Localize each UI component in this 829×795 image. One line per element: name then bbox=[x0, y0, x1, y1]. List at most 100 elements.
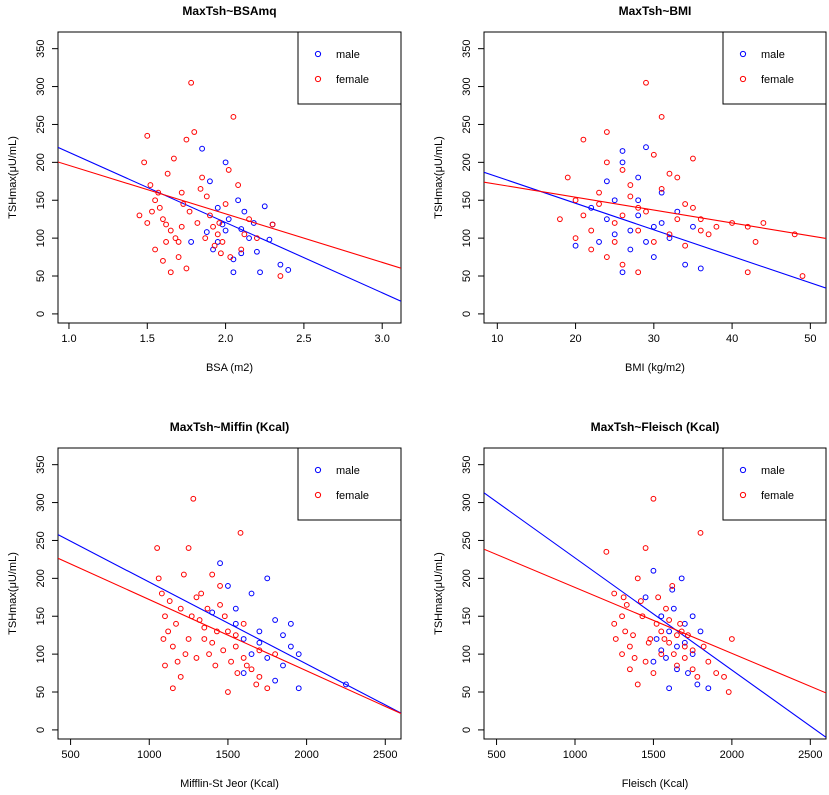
x-tick-label: 500 bbox=[61, 749, 79, 761]
female-point bbox=[160, 636, 167, 642]
plot-area bbox=[58, 495, 401, 715]
female-point bbox=[162, 613, 168, 620]
female-point bbox=[700, 643, 707, 650]
male-point bbox=[272, 617, 279, 623]
male-point bbox=[611, 231, 618, 238]
y-tick-label: 250 bbox=[35, 531, 47, 549]
y-axis-label: TSHmax(μU/mL) bbox=[7, 136, 19, 219]
chart-title: MaxTsh~BMI bbox=[619, 4, 692, 18]
female-point bbox=[663, 605, 669, 612]
female-regression-line bbox=[484, 181, 826, 239]
female-point bbox=[637, 598, 644, 604]
female-point bbox=[241, 231, 248, 238]
y-tick-label: 150 bbox=[461, 607, 473, 625]
female-point bbox=[165, 628, 172, 635]
female-point bbox=[185, 636, 192, 642]
female-point bbox=[674, 174, 681, 181]
chart-title: MaxTsh~BSAmq bbox=[182, 4, 276, 18]
female-point bbox=[191, 129, 198, 135]
female-regression-line bbox=[58, 557, 401, 715]
female-point bbox=[209, 571, 216, 578]
y-tick-label: 100 bbox=[35, 645, 47, 663]
female-point bbox=[658, 113, 665, 120]
female-point bbox=[564, 174, 571, 181]
female-point bbox=[689, 647, 696, 654]
female-point bbox=[620, 594, 627, 601]
female-point bbox=[674, 632, 680, 639]
female-point bbox=[210, 223, 216, 230]
female-point bbox=[156, 204, 163, 211]
female-legend-symbol bbox=[739, 75, 747, 83]
female-point bbox=[642, 545, 649, 551]
female-point bbox=[225, 628, 231, 635]
male-point bbox=[690, 223, 696, 230]
female-regression-line bbox=[58, 161, 401, 269]
female-point bbox=[182, 651, 189, 658]
male-point bbox=[240, 636, 247, 642]
male-point bbox=[225, 216, 232, 223]
male-point bbox=[256, 628, 263, 635]
male-point bbox=[203, 229, 210, 235]
male-point bbox=[650, 223, 657, 230]
female-point bbox=[661, 636, 668, 642]
male-point bbox=[280, 632, 286, 639]
male-point bbox=[295, 685, 302, 692]
female-point bbox=[580, 212, 587, 219]
female-point bbox=[666, 639, 673, 646]
male-legend-label: male bbox=[761, 49, 785, 61]
female-point bbox=[201, 636, 208, 642]
male-point bbox=[689, 651, 696, 658]
x-tick-label: 1.0 bbox=[61, 333, 76, 345]
female-point bbox=[682, 201, 689, 207]
female-point bbox=[655, 594, 662, 601]
female-point bbox=[183, 265, 190, 272]
male-legend-label: male bbox=[336, 49, 360, 61]
male-point bbox=[627, 246, 634, 253]
x-axis-label: BMI (kg/m2) bbox=[625, 362, 685, 374]
male-point bbox=[674, 666, 680, 673]
male-point bbox=[280, 662, 286, 669]
female-point bbox=[603, 548, 610, 555]
female-point bbox=[207, 212, 213, 219]
female-legend-symbol bbox=[314, 75, 322, 83]
female-point bbox=[248, 666, 255, 673]
female-point bbox=[214, 231, 221, 238]
y-tick-label: 250 bbox=[461, 115, 473, 133]
female-point bbox=[172, 235, 179, 242]
female-point bbox=[674, 216, 681, 223]
legend: male female bbox=[722, 447, 827, 521]
male-point bbox=[256, 639, 263, 646]
female-point bbox=[163, 221, 169, 228]
female-point bbox=[190, 495, 197, 502]
y-tick-label: 50 bbox=[35, 270, 47, 282]
female-point bbox=[697, 227, 704, 234]
male-point bbox=[689, 613, 696, 620]
female-point bbox=[799, 273, 806, 279]
male-point bbox=[287, 643, 294, 650]
female-point bbox=[619, 212, 626, 219]
x-tick-label: 40 bbox=[726, 333, 738, 345]
female-point bbox=[650, 239, 657, 245]
y-tick-label: 100 bbox=[35, 229, 47, 247]
male-point bbox=[264, 575, 271, 582]
female-point bbox=[203, 193, 210, 200]
x-tick-label: 30 bbox=[648, 333, 660, 345]
x-tick-label: 1000 bbox=[137, 749, 161, 761]
y-tick-label: 150 bbox=[35, 191, 47, 209]
male-point bbox=[596, 239, 602, 245]
female-point bbox=[204, 605, 211, 612]
female-point bbox=[681, 655, 688, 661]
female-point bbox=[240, 620, 247, 627]
female-point bbox=[264, 685, 271, 692]
y-tick-label: 200 bbox=[461, 569, 473, 587]
female-point bbox=[167, 227, 174, 234]
female-point bbox=[149, 208, 155, 215]
female-point bbox=[219, 239, 226, 245]
male-point bbox=[627, 227, 634, 234]
male-point bbox=[277, 261, 284, 268]
legend: male female bbox=[297, 447, 402, 521]
male-legend-symbol bbox=[314, 50, 322, 58]
male-regression-line bbox=[484, 492, 826, 738]
legend-box bbox=[722, 31, 827, 105]
